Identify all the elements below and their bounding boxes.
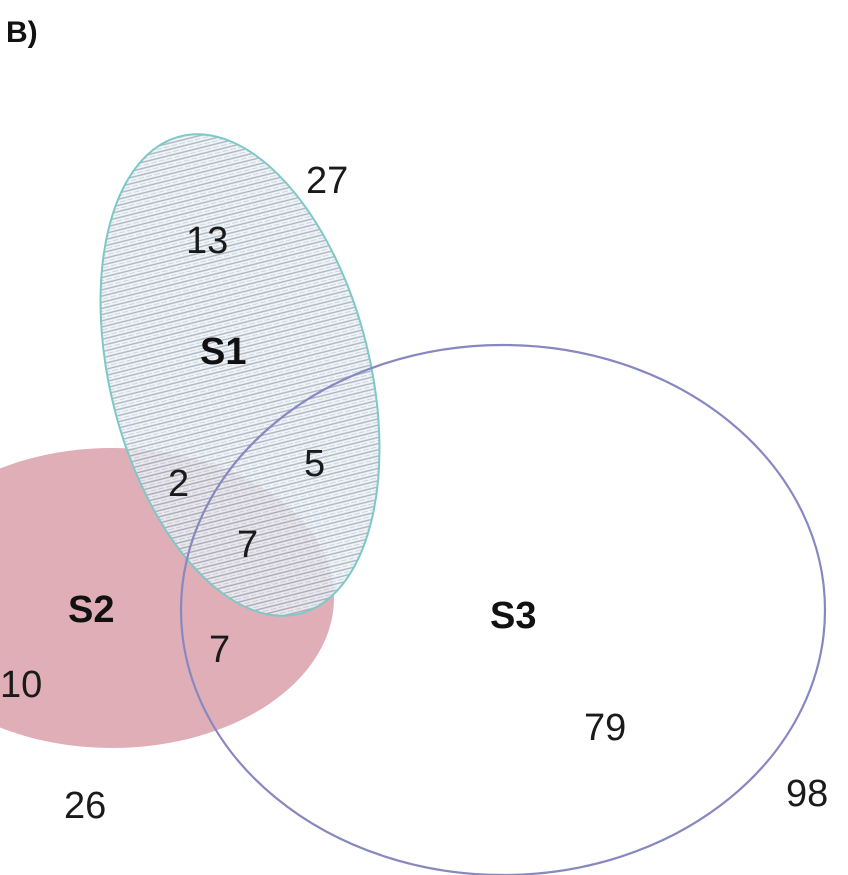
s3-only-count: 79	[584, 707, 626, 749]
s1-s2-s3-count: 7	[237, 524, 258, 566]
s1-s2-count: 2	[168, 463, 189, 505]
set-s1-ellipse	[99, 133, 381, 617]
set-s3-ellipse	[179, 343, 827, 875]
s1-total-count: 27	[306, 160, 348, 202]
s1-s3-count: 5	[304, 443, 325, 485]
set-s2-label: S2	[68, 589, 114, 631]
s2-s3-count: 7	[209, 629, 230, 671]
panel-label: B)	[6, 16, 38, 49]
set-s3-label: S3	[490, 595, 536, 637]
s1-only-count: 13	[186, 220, 228, 262]
s2-total-count: 26	[64, 785, 106, 827]
s3-total-count: 98	[786, 773, 828, 815]
set-s1-label: S1	[200, 331, 246, 373]
s2-only-count: 10	[0, 664, 42, 706]
